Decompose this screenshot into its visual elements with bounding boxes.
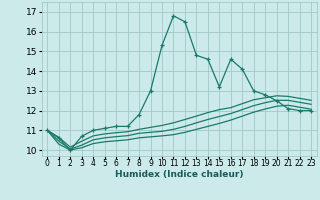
X-axis label: Humidex (Indice chaleur): Humidex (Indice chaleur) xyxy=(115,170,244,179)
